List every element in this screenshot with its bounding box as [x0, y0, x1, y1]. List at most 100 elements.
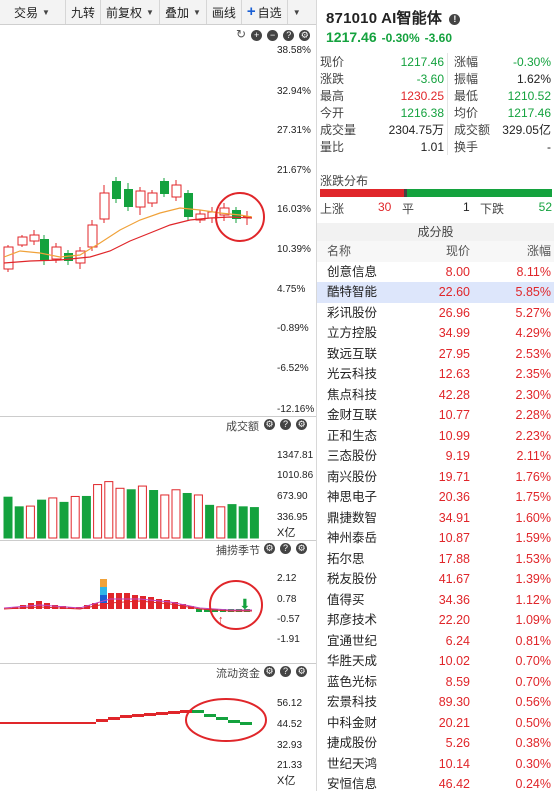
stock-name: 捷成股份 — [327, 736, 378, 750]
constituent-row[interactable]: 宏景科技 89.30 0.56% — [317, 692, 554, 713]
constituent-row[interactable]: 南兴股份 19.71 1.76% — [317, 467, 554, 488]
add-icon[interactable]: + — [251, 29, 263, 41]
candle — [112, 181, 121, 199]
settings-icon[interactable]: ! — [449, 13, 461, 25]
down-count: 52 — [538, 200, 552, 214]
help-icon[interactable]: ? — [283, 29, 295, 41]
stock-name: 蓝色光标 — [327, 674, 378, 689]
constituents-list[interactable]: 名称 现价 涨幅 创意信息 8.00 8.11% 酷特智能 22.60 5.85% 彩讯股份… — [317, 241, 554, 795]
constituent-row[interactable]: 邦彦技术 22.20 1.09% — [317, 610, 554, 631]
stock-change: 1.12% — [515, 592, 551, 607]
constituent-row[interactable]: 立方控股 34.99 4.29% — [317, 323, 554, 344]
fq-menu[interactable]: 前复权 ▼ — [101, 0, 160, 24]
stock-name: 世纪天鸿 — [327, 756, 378, 771]
quote-label: 现价 — [320, 55, 345, 69]
stock-change: 8.11% — [516, 264, 551, 279]
constituent-row[interactable]: 中科金财 20.21 0.50% — [317, 713, 554, 734]
stock-name: 安恒信息 — [327, 777, 378, 791]
volume-bar — [59, 501, 69, 539]
settings-icon[interactable]: ⚙ — [299, 29, 311, 41]
volume-bar — [115, 487, 125, 539]
volume-bar — [182, 492, 192, 539]
constituent-row[interactable]: 酷特智能 22.60 5.85% — [317, 282, 554, 303]
constituent-row[interactable]: 蓝色光标 8.59 0.70% — [317, 672, 554, 693]
chart-area[interactable]: 交易 ▼ 九转 前复权 ▼ 叠加 ▼ 画线 + 自选 ▼ ↻ + − ? ⚙ 38.58… — [0, 0, 317, 791]
season-axis-label: 2.12 — [277, 573, 297, 584]
candle — [29, 234, 40, 242]
stock-name: 致远互联 — [327, 346, 378, 361]
volume-bar — [48, 497, 58, 539]
constituent-row[interactable]: 宜通世纪 6.24 0.81% — [317, 631, 554, 652]
quote-value: 1230.25 — [369, 87, 448, 104]
help-icon[interactable]: ? — [280, 542, 292, 554]
constituent-row[interactable]: 神州泰岳 10.87 1.59% — [317, 528, 554, 549]
col-change[interactable]: 涨幅 — [526, 244, 551, 258]
fav-dropdown[interactable]: ▼ — [288, 0, 306, 24]
constituent-row[interactable]: 华胜天成 10.02 0.70% — [317, 651, 554, 672]
highlight-circle — [185, 698, 267, 742]
candle — [243, 216, 251, 218]
settings-icon[interactable]: ⚙ — [264, 665, 275, 677]
breadth-flat-fill — [403, 189, 407, 197]
constituent-row[interactable]: 拓尔思 17.88 1.53% — [317, 549, 554, 570]
candle — [219, 207, 230, 216]
quote-row: 最高 1230.25 最低 1210.52 — [317, 87, 554, 104]
col-price[interactable]: 现价 — [445, 244, 470, 258]
stock-change: 1.60% — [515, 510, 551, 525]
settings-icon[interactable]: ⚙ — [296, 418, 308, 430]
stock-name: 鼎捷数智 — [327, 510, 378, 525]
main-axis-label: 16.03% — [277, 204, 311, 215]
quote-value: 1210.52 — [507, 88, 551, 103]
stock-price: 22.60 — [438, 285, 470, 299]
settings-icon[interactable]: ⚙ — [264, 542, 275, 554]
col-name[interactable]: 名称 — [327, 244, 352, 258]
overlay-menu[interactable]: 叠加 ▼ — [160, 0, 207, 24]
constituent-row[interactable]: 安恒信息 46.42 0.24% — [317, 774, 554, 795]
settings-icon[interactable]: ⚙ — [296, 665, 308, 677]
stock-name: 正和生态 — [327, 428, 378, 443]
constituent-row[interactable]: 正和生态 10.99 2.23% — [317, 426, 554, 447]
stock-change: 2.23% — [515, 428, 551, 443]
constituent-row[interactable]: 神思电子 20.36 1.75% — [317, 487, 554, 508]
quote-value: 1.62% — [516, 71, 551, 86]
constituent-row[interactable]: 致远互联 27.95 2.53% — [317, 344, 554, 365]
constituent-row[interactable]: 三态股份 9.19 2.11% — [317, 446, 554, 467]
settings-icon[interactable]: ⚙ — [296, 542, 308, 554]
constituent-row[interactable]: 税友股份 41.67 1.39% — [317, 569, 554, 590]
quote-label: 今开 — [320, 106, 345, 120]
quote-header: 871010 AI智能体 ! 1217.46 -0.30% -3.60 — [317, 0, 554, 50]
constituent-row[interactable]: 光云科技 12.63 2.35% — [317, 364, 554, 385]
quote-label: 涨幅 — [454, 55, 479, 69]
stock-change: 4.29% — [515, 326, 551, 340]
candle — [17, 236, 28, 246]
help-icon[interactable]: ? — [280, 665, 292, 677]
stock-change: 5.85% — [515, 285, 551, 299]
draw-button[interactable]: 画线 — [207, 0, 242, 24]
volume-panel-label: 成交额 — [226, 421, 259, 433]
settings-icon[interactable]: ⚙ — [264, 418, 275, 430]
constituent-row[interactable]: 世纪天鸿 10.14 0.30% — [317, 754, 554, 775]
quote-value: 1216.38 — [369, 104, 448, 121]
trade-menu[interactable]: 交易 ▼ — [0, 0, 66, 24]
volume-bar — [193, 494, 203, 539]
breadth-bar — [320, 189, 552, 197]
add-fav-button[interactable]: + 自选 — [242, 0, 288, 24]
refresh-icon[interactable]: ↻ — [236, 27, 247, 41]
constituent-row[interactable]: 值得买 34.36 1.12% — [317, 590, 554, 611]
main-axis-label: -6.52% — [277, 363, 309, 374]
constituent-row[interactable]: 金财互联 10.77 2.28% — [317, 405, 554, 426]
remove-icon[interactable]: − — [267, 29, 279, 41]
candlestick-chart[interactable] — [0, 25, 276, 415]
change-value: -3.60 — [424, 31, 452, 45]
constituent-row[interactable]: 创意信息 8.00 8.11% — [317, 262, 554, 283]
stock-name: 立方控股 — [327, 326, 378, 340]
nine-turn-button[interactable]: 九转 — [66, 0, 102, 24]
constituent-row[interactable]: 捷成股份 5.26 0.38% — [317, 733, 554, 754]
stock-name: 宏景科技 — [327, 695, 378, 709]
constituent-row[interactable]: 焦点科技 42.28 2.30% — [317, 385, 554, 406]
help-icon[interactable]: ? — [280, 418, 292, 430]
stock-name: 焦点科技 — [327, 387, 378, 402]
constituent-row[interactable]: 彩讯股份 26.96 5.27% — [317, 303, 554, 324]
breadth-title: 涨跌分布 — [320, 174, 369, 188]
constituent-row[interactable]: 鼎捷数智 34.91 1.60% — [317, 508, 554, 529]
